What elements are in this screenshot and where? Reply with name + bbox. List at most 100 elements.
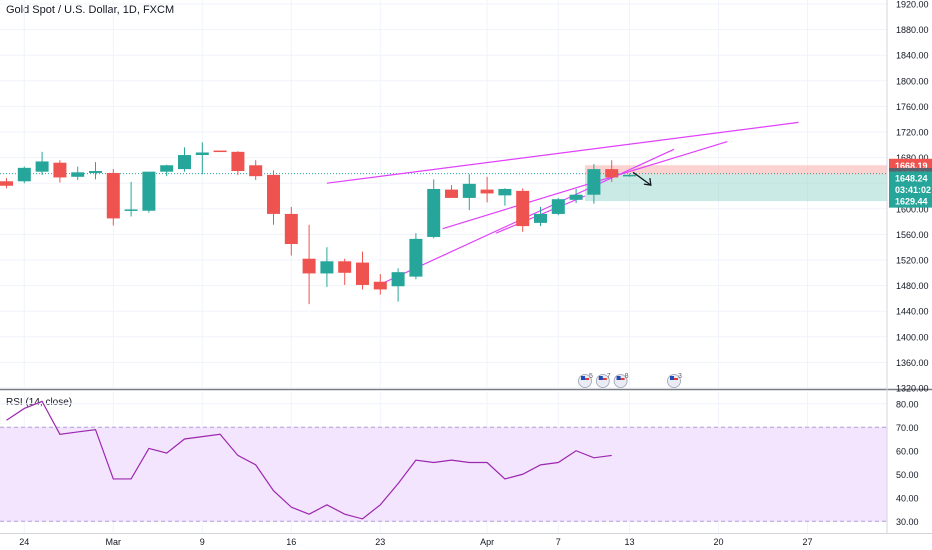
time-tick-label: 27 xyxy=(802,537,812,547)
price-tick-label: 1760.00 xyxy=(896,102,929,112)
price-label-level: 1648.24 xyxy=(889,171,932,185)
candle[interactable] xyxy=(320,247,334,287)
price-tick-label: 1320.00 xyxy=(896,384,929,394)
candle[interactable] xyxy=(462,174,476,211)
rsi-tick-label: 50.00 xyxy=(896,470,919,480)
candle[interactable] xyxy=(124,181,138,217)
candle-body xyxy=(551,199,565,214)
candle-body xyxy=(356,262,369,285)
candle-body xyxy=(338,261,352,273)
time-tick-label: Apr xyxy=(480,537,494,547)
rsi-series-line xyxy=(6,400,612,520)
price-tick-label: 1560.00 xyxy=(896,230,929,240)
candle[interactable] xyxy=(231,151,245,175)
candle-body xyxy=(249,165,263,177)
economic-events[interactable]: 5 7 8 3 xyxy=(578,373,683,388)
candle-body xyxy=(409,238,423,277)
candle-body xyxy=(0,181,13,186)
candle[interactable] xyxy=(498,188,512,206)
price-label-bg xyxy=(889,183,932,197)
candle[interactable] xyxy=(195,142,209,175)
candle-body xyxy=(498,188,512,196)
time-tick-label: 20 xyxy=(713,537,723,547)
time-tick-label: Mar xyxy=(106,537,122,547)
price-label-text: 1648.24 xyxy=(895,174,928,184)
candle[interactable] xyxy=(427,179,441,239)
candle[interactable] xyxy=(267,170,280,225)
candle[interactable] xyxy=(0,178,13,189)
price-tick-label: 1880.00 xyxy=(896,25,929,35)
price-tick-label: 1600.00 xyxy=(896,204,929,214)
candle[interactable] xyxy=(338,258,352,285)
price-label-text: 1668.19 xyxy=(895,161,928,171)
candle-body xyxy=(320,261,334,274)
candle[interactable] xyxy=(284,206,298,256)
candle-body xyxy=(231,151,245,172)
event-flag-icon[interactable]: 5 xyxy=(578,373,594,388)
candle[interactable] xyxy=(249,160,263,180)
event-count: 8 xyxy=(625,373,629,380)
rsi-overbought-oversold-band xyxy=(0,426,887,522)
candle[interactable] xyxy=(17,166,31,184)
candle-body xyxy=(35,161,49,172)
candle[interactable] xyxy=(89,162,102,180)
event-flag-icon[interactable]: 8 xyxy=(613,373,629,388)
rsi-tick-label: 30.00 xyxy=(896,517,919,527)
price-label-text: 03:41:02 xyxy=(895,185,931,195)
candle[interactable] xyxy=(516,188,530,232)
trendline-2[interactable] xyxy=(326,121,799,184)
candle[interactable] xyxy=(356,251,369,290)
candle-body xyxy=(178,155,191,170)
trendline-3[interactable] xyxy=(442,141,728,230)
event-count: 3 xyxy=(678,373,682,380)
forecast-arrow[interactable] xyxy=(632,171,652,186)
flag-canton-icon xyxy=(581,376,585,380)
candle[interactable] xyxy=(53,160,67,183)
candle-body xyxy=(160,165,174,172)
candle-body xyxy=(427,188,441,237)
candle[interactable] xyxy=(391,268,405,302)
candle[interactable] xyxy=(178,147,191,172)
candle[interactable] xyxy=(302,224,316,305)
candle[interactable] xyxy=(551,197,565,216)
candle[interactable] xyxy=(160,164,174,177)
candle[interactable] xyxy=(35,151,49,175)
price-tick-label: 1720.00 xyxy=(896,128,929,138)
candle[interactable] xyxy=(445,185,458,198)
candle-body xyxy=(480,189,494,194)
candle[interactable] xyxy=(534,206,547,227)
price-label-timer: 03:41:02 xyxy=(889,183,932,197)
price-label-bg xyxy=(889,171,932,185)
time-tick-label: 16 xyxy=(286,537,296,547)
price-tick-label: 1800.00 xyxy=(896,76,929,86)
event-flag-icon[interactable]: 3 xyxy=(667,373,683,388)
event-count: 5 xyxy=(589,373,593,380)
event-count: 7 xyxy=(607,373,611,380)
candle-body xyxy=(623,174,636,177)
candles[interactable] xyxy=(0,142,636,305)
rsi-line xyxy=(6,400,612,520)
candle[interactable] xyxy=(623,173,636,177)
candle[interactable] xyxy=(569,188,583,204)
candle-body xyxy=(445,189,458,198)
stop-loss-zone xyxy=(585,165,887,175)
candle-body xyxy=(569,194,583,200)
candle[interactable] xyxy=(142,171,156,213)
candle[interactable] xyxy=(605,160,619,182)
candle[interactable] xyxy=(106,169,120,226)
candle-body xyxy=(587,169,601,195)
time-tick-label: 7 xyxy=(556,537,561,547)
candle-body xyxy=(391,272,405,287)
candle[interactable] xyxy=(373,274,387,295)
candle-body xyxy=(142,171,156,211)
candle[interactable] xyxy=(409,233,423,280)
event-flag-icon[interactable]: 7 xyxy=(595,373,611,388)
candle[interactable] xyxy=(213,150,227,153)
flag-canton-icon xyxy=(598,376,603,380)
price-tick-label: 1680.00 xyxy=(896,153,929,163)
candle[interactable] xyxy=(71,166,85,180)
candle[interactable] xyxy=(587,164,601,204)
candle[interactable] xyxy=(480,176,494,203)
